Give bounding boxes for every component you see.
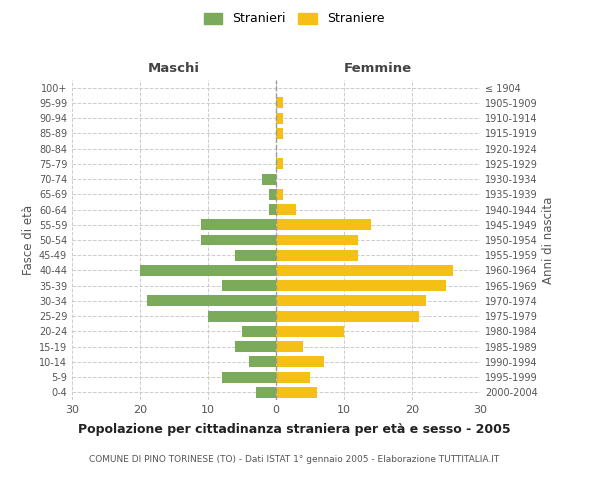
Bar [201, 220, 276, 230]
Text: Femmine: Femmine [344, 62, 412, 76]
Bar [276, 189, 283, 200]
Bar [276, 98, 283, 108]
Bar [221, 372, 276, 382]
Text: Maschi: Maschi [148, 62, 200, 76]
Bar [269, 189, 276, 200]
Bar [276, 158, 283, 170]
Bar [242, 326, 276, 337]
Text: COMUNE DI PINO TORINESE (TO) - Dati ISTAT 1° gennaio 2005 - Elaborazione TUTTITA: COMUNE DI PINO TORINESE (TO) - Dati ISTA… [89, 455, 499, 464]
Bar [235, 250, 276, 260]
Bar [269, 204, 276, 215]
Bar [249, 356, 276, 368]
Bar [235, 341, 276, 352]
Legend: Stranieri, Straniere: Stranieri, Straniere [200, 8, 388, 29]
Y-axis label: Anni di nascita: Anni di nascita [542, 196, 555, 284]
Bar [276, 250, 358, 260]
Bar [276, 265, 453, 276]
Bar [276, 356, 323, 368]
Bar [276, 372, 310, 382]
Bar [208, 310, 276, 322]
Bar [276, 220, 371, 230]
Bar [276, 204, 296, 215]
Bar [256, 387, 276, 398]
Bar [276, 128, 283, 139]
Bar [262, 174, 276, 184]
Bar [276, 326, 344, 337]
Bar [276, 280, 446, 291]
Bar [201, 234, 276, 246]
Bar [276, 341, 303, 352]
Bar [276, 234, 358, 246]
Bar [140, 265, 276, 276]
Bar [147, 296, 276, 306]
Bar [276, 387, 317, 398]
Y-axis label: Fasce di età: Fasce di età [22, 205, 35, 275]
Bar [276, 296, 425, 306]
Bar [276, 310, 419, 322]
Bar [221, 280, 276, 291]
Bar [276, 112, 283, 124]
Text: Popolazione per cittadinanza straniera per età e sesso - 2005: Popolazione per cittadinanza straniera p… [77, 422, 511, 436]
